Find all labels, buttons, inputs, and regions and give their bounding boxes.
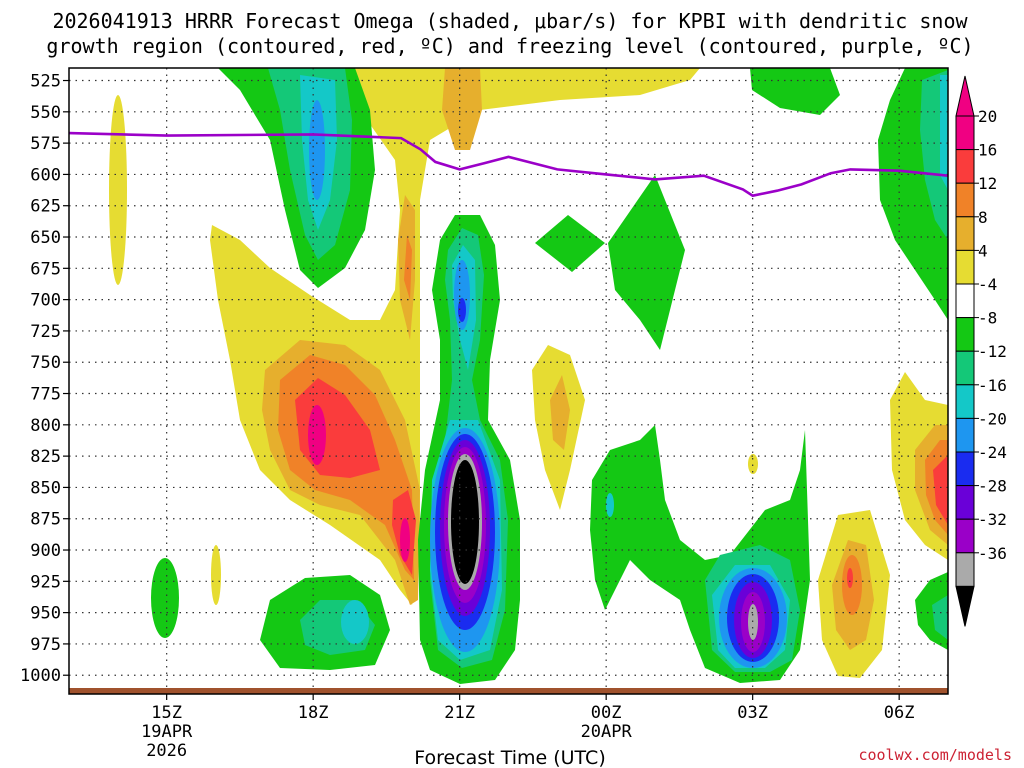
x-tick-label: 20APR xyxy=(581,722,633,742)
x-tick-label: 19APR xyxy=(141,722,193,742)
colorbar: 20 16 12 8 4 -4 -8 -12 -16 -20 -24 -28 -32 -36 xyxy=(955,75,1007,627)
y-tick-label: 575 xyxy=(30,134,61,154)
plot-area xyxy=(69,68,948,694)
y-tick-label: 975 xyxy=(30,635,61,655)
y-tick-label: 925 xyxy=(30,572,61,592)
colorbar-band xyxy=(955,384,975,419)
colorbar-band xyxy=(955,249,975,285)
colorbar-underflow-triangle xyxy=(955,585,975,627)
omega-region xyxy=(550,375,570,450)
omega-region xyxy=(151,558,179,638)
y-tick-label: 700 xyxy=(30,291,61,311)
colorbar-band xyxy=(955,182,975,218)
colorbar-overflow-triangle xyxy=(955,75,975,117)
omega-region xyxy=(932,595,948,640)
y-tick-label: 650 xyxy=(30,228,61,248)
colorbar-band xyxy=(955,417,975,453)
omega-region xyxy=(608,175,685,350)
x-tick-label: 15Z xyxy=(151,703,182,723)
colorbar-label: -24 xyxy=(978,443,1007,462)
colorbar-band xyxy=(955,518,975,554)
colorbar-label: 16 xyxy=(978,141,997,160)
colorbar-band xyxy=(955,350,975,386)
colorbar-label: 20 xyxy=(978,107,997,126)
omega-region xyxy=(341,600,369,644)
colorbar-label: 4 xyxy=(978,241,988,260)
y-tick-label: 525 xyxy=(30,72,61,92)
omega-region xyxy=(400,518,410,562)
y-tick-label: 875 xyxy=(30,510,61,530)
colorbar-band xyxy=(955,552,975,587)
colorbar-band xyxy=(955,451,975,487)
omega-region xyxy=(748,454,758,474)
y-tick-label: 850 xyxy=(30,478,61,498)
omega-region xyxy=(535,215,605,272)
plot-frame xyxy=(68,67,949,695)
y-tick-label: 1000 xyxy=(20,666,61,686)
credit-text: coolwx.com/models xyxy=(858,746,1012,764)
y-tick-label: 625 xyxy=(30,197,61,217)
omega-region xyxy=(847,568,853,588)
omega-shading xyxy=(109,68,948,684)
y-tick-label: 900 xyxy=(30,541,61,561)
x-tick-label: 21Z xyxy=(444,703,475,723)
omega-region xyxy=(308,405,326,465)
colorbar-band xyxy=(955,216,975,251)
y-tick-label: 950 xyxy=(30,604,61,624)
omega-region xyxy=(309,100,325,200)
colorbar-label: -36 xyxy=(978,544,1007,563)
omega-region xyxy=(404,235,412,300)
colorbar-band xyxy=(955,283,975,319)
omega-region xyxy=(211,545,221,605)
x-tick-label: 2026 xyxy=(146,741,187,761)
omega-region xyxy=(442,68,482,150)
colorbar-label: -4 xyxy=(978,275,997,294)
y-tick-label: 675 xyxy=(30,259,61,279)
y-tick-label: 775 xyxy=(30,385,61,405)
grid-lines xyxy=(69,68,948,694)
omega-region xyxy=(606,493,614,517)
y-tick-label: 600 xyxy=(30,165,61,185)
omega-region xyxy=(454,260,470,330)
omega-region xyxy=(109,95,127,285)
x-tick-label: 00Z xyxy=(591,703,622,723)
y-tick-label: 750 xyxy=(30,353,61,373)
colorbar-band xyxy=(955,317,975,352)
ground-terrain xyxy=(69,688,948,694)
colorbar-label: -16 xyxy=(978,376,1007,395)
y-axis: 525 550 575 600 625 650 675 700 725 750 775 800 825 8… xyxy=(20,72,69,686)
y-tick-label: 725 xyxy=(30,322,61,342)
omega-region xyxy=(451,460,479,584)
freezing-level-contour xyxy=(69,131,948,198)
colorbar-band xyxy=(955,115,975,151)
omega-region xyxy=(940,75,948,190)
chart-title-line-1: 2026041913 HRRR Forecast Omega (shaded, … xyxy=(52,9,968,33)
colorbar-label: 12 xyxy=(978,174,997,193)
omega-region xyxy=(933,455,948,525)
colorbar-label: -28 xyxy=(978,477,1007,496)
colorbar-label: 8 xyxy=(978,208,988,227)
colorbar-band xyxy=(955,149,975,184)
colorbar-label: -32 xyxy=(978,510,1007,529)
y-tick-label: 825 xyxy=(30,447,61,467)
colorbar-label: -20 xyxy=(978,409,1007,428)
chart-title-line-2: growth region (contoured, red, ºC) and f… xyxy=(46,34,973,58)
x-tick-label: 18Z xyxy=(298,703,329,723)
x-tick-label: 06Z xyxy=(884,703,915,723)
x-tick-label: 03Z xyxy=(737,703,768,723)
colorbar-label: -12 xyxy=(978,342,1007,361)
colorbar-label: -8 xyxy=(978,309,997,328)
colorbar-band xyxy=(955,485,975,520)
y-tick-label: 550 xyxy=(30,103,61,123)
x-axis-label: Forecast Time (UTC) xyxy=(414,747,605,768)
y-tick-label: 800 xyxy=(30,416,61,436)
omega-region xyxy=(750,68,840,115)
